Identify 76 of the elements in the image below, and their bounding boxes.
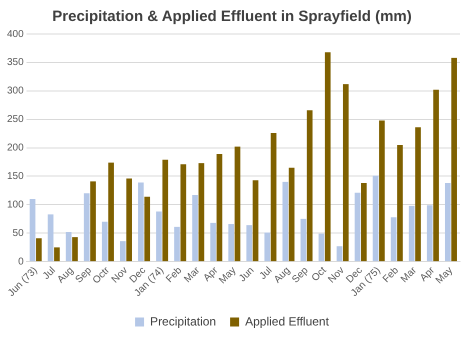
- bar: [415, 127, 421, 262]
- bar: [66, 232, 72, 262]
- bar: [300, 218, 306, 262]
- x-tick-label: Jul: [258, 265, 274, 282]
- y-tick-label: 400: [6, 28, 24, 40]
- bar: [318, 234, 324, 262]
- bar: [156, 212, 162, 262]
- bar: [174, 226, 180, 262]
- bar: [390, 217, 396, 262]
- x-tick-label: Aug: [272, 265, 293, 286]
- bar: [361, 183, 367, 262]
- bar: [162, 160, 168, 262]
- bar: [192, 195, 198, 262]
- y-tick-label: 200: [6, 142, 24, 154]
- bar: [306, 110, 313, 262]
- bar: [288, 168, 294, 262]
- x-tick-label: Oct: [310, 264, 329, 284]
- x-tick-label: Nov: [110, 265, 130, 286]
- x-tick-label: Nov: [326, 265, 347, 286]
- y-tick-label: 50: [12, 228, 24, 239]
- x-tick-label: Feb: [164, 264, 185, 286]
- x-tick-label: Feb: [380, 264, 402, 286]
- bar: [90, 181, 96, 262]
- x-tick-label: Jul: [41, 265, 58, 282]
- x-tick-label: Aug: [56, 265, 76, 286]
- bar: [216, 154, 222, 262]
- bar: [180, 164, 186, 262]
- x-tick-label: May: [434, 265, 456, 286]
- x-tick-label: Sep: [290, 264, 311, 286]
- bar: [433, 90, 439, 262]
- bar: [246, 225, 252, 262]
- bar: [234, 146, 240, 262]
- bar: [324, 52, 331, 262]
- bar: [336, 246, 342, 262]
- y-tick-label: 250: [6, 114, 24, 126]
- bar: [144, 196, 150, 262]
- bar: [372, 176, 378, 262]
- x-tick-label: Jun (73): [6, 265, 40, 299]
- y-tick-label: 300: [6, 86, 24, 97]
- bar: [138, 182, 144, 262]
- bar: [48, 214, 54, 262]
- bar: [397, 144, 403, 262]
- bar: [354, 192, 360, 262]
- bar: [84, 193, 90, 262]
- bar: [408, 206, 415, 262]
- bar: [30, 198, 36, 262]
- bar: [282, 182, 288, 262]
- chart-title: Precipitation & Applied Effluent in Sprayfield (mm): [52, 8, 412, 26]
- y-tick-label: 150: [6, 170, 24, 182]
- bar: [444, 183, 451, 262]
- bar: [126, 178, 132, 262]
- x-tick-label: Jun: [237, 265, 256, 284]
- bar: [342, 84, 349, 262]
- bar: [228, 224, 234, 262]
- bar: [108, 162, 114, 262]
- x-tick-label: Mar: [182, 264, 203, 286]
- bar: [120, 241, 126, 262]
- y-tick-label: 350: [6, 57, 24, 68]
- bar: [270, 132, 276, 262]
- bar: [198, 163, 204, 262]
- bar: [102, 222, 108, 262]
- x-tick-label: May: [217, 265, 238, 286]
- bar: [72, 237, 78, 262]
- legend-label: Applied Effluent: [245, 314, 330, 328]
- y-tick-label: 0: [18, 256, 24, 268]
- bar: [54, 247, 60, 262]
- bar: [451, 58, 457, 262]
- bar: [426, 205, 433, 262]
- bar: [264, 232, 270, 262]
- bar: [379, 120, 385, 262]
- y-tick-label: 100: [6, 199, 24, 210]
- x-tick-label: Mar: [398, 264, 420, 286]
- bar: [210, 222, 216, 262]
- legend-label: Precipitation: [150, 314, 216, 328]
- bar: [36, 238, 42, 262]
- bar: [252, 180, 258, 262]
